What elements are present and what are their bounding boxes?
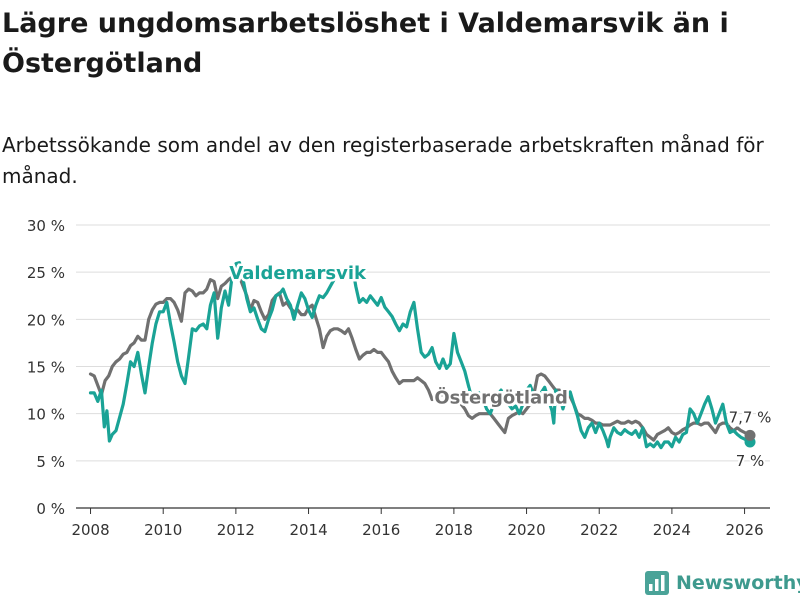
y-tick-label: 10 % (27, 406, 65, 424)
x-tick-label: 2016 (362, 521, 400, 539)
newsworthy-brand[interactable]: Newsworthy (645, 568, 800, 598)
x-tick-label: 2014 (289, 521, 327, 539)
brand-name: Newsworthy (676, 572, 800, 594)
x-tick-label: 2012 (217, 521, 255, 539)
chart-subtitle: Arbetssökande som andel av den registerb… (2, 133, 764, 188)
y-tick-label: 20 % (27, 311, 65, 329)
x-tick-label: 2022 (580, 521, 618, 539)
chart-title: Lägre ungdomsarbetslöshet i Valdemarsvik… (2, 8, 729, 79)
x-tick-label: 2024 (653, 521, 691, 539)
series-endpoint (744, 429, 756, 441)
series-end-label: 7 % (736, 452, 765, 470)
y-tick-label: 25 % (27, 264, 65, 282)
x-tick-label: 2008 (71, 521, 109, 539)
series-name-label: Valdemarsvik (229, 263, 367, 284)
x-tick-label: 2010 (144, 521, 182, 539)
series-line-stergtland (88, 275, 752, 442)
y-tick-label: 5 % (36, 453, 65, 471)
series-name-label: Östergötland (434, 386, 568, 408)
y-tick-label: 0 % (36, 500, 65, 518)
series-line-valdemarsvik (88, 261, 752, 450)
series-end-label: 7,7 % (729, 408, 772, 426)
x-tick-label: 2026 (725, 521, 763, 539)
y-tick-label: 15 % (27, 359, 65, 377)
x-tick-label: 2020 (507, 521, 545, 539)
bar-chart-logo-icon (645, 571, 669, 595)
x-tick-label: 2018 (435, 521, 473, 539)
y-tick-label: 30 % (27, 217, 65, 235)
